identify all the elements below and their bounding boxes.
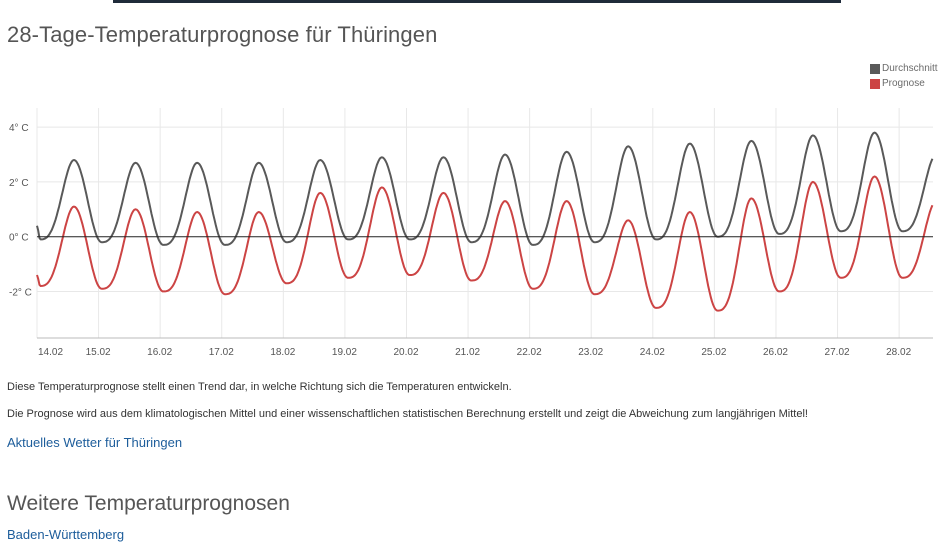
legend-label-durchschnitt: Durchschnitt xyxy=(882,63,938,74)
x-tick-label: 19.02 xyxy=(332,347,357,358)
series-line-prognose xyxy=(36,175,934,312)
legend-item-durchschnitt[interactable]: Durchschnitt xyxy=(870,61,938,76)
y-tick-label: 0° C xyxy=(9,233,29,244)
y-tick-label: -2° C xyxy=(9,287,32,298)
top-banner xyxy=(113,0,841,3)
x-tick-label: 14.02 xyxy=(38,347,63,358)
x-tick-label: 18.02 xyxy=(270,347,295,358)
x-tick-label: 20.02 xyxy=(393,347,418,358)
x-tick-label: 25.02 xyxy=(701,347,726,358)
chart-description-trend: Diese Temperaturprognose stellt einen Tr… xyxy=(7,381,512,393)
x-tick-label: 23.02 xyxy=(578,347,603,358)
y-tick-label: 2° C xyxy=(9,178,29,189)
series-line-durchschnitt xyxy=(36,131,934,246)
x-tick-label: 26.02 xyxy=(763,347,788,358)
x-tick-label: 15.02 xyxy=(86,347,111,358)
legend-swatch-prognose xyxy=(870,78,880,89)
x-tick-label: 27.02 xyxy=(825,347,850,358)
x-tick-label: 22.02 xyxy=(517,347,542,358)
chart-legend: Durchschnitt Prognose xyxy=(870,61,938,91)
x-tick-label: 28.02 xyxy=(886,347,911,358)
temperature-chart: 4° C 2° C 0° C -2° C 14.02 15.02 16.02 17.02 18.… xyxy=(9,108,934,358)
chart-description-method: Die Prognose wird aus dem klimatologisch… xyxy=(7,408,808,420)
x-tick-label: 17.02 xyxy=(209,347,234,358)
x-tick-label: 24.02 xyxy=(640,347,665,358)
x-tick-label: 21.02 xyxy=(455,347,480,358)
legend-swatch-durchschnitt xyxy=(870,63,880,74)
legend-label-prognose: Prognose xyxy=(882,78,925,89)
x-tick-label: 16.02 xyxy=(147,347,172,358)
current-weather-link[interactable]: Aktuelles Wetter für Thüringen xyxy=(7,435,183,450)
more-forecasts-heading: Weitere Temperaturprognosen xyxy=(7,492,290,515)
page-title: 28-Tage-Temperaturprognose für Thüringen xyxy=(7,22,438,47)
legend-item-prognose[interactable]: Prognose xyxy=(870,76,938,91)
y-tick-label: 4° C xyxy=(9,123,29,134)
